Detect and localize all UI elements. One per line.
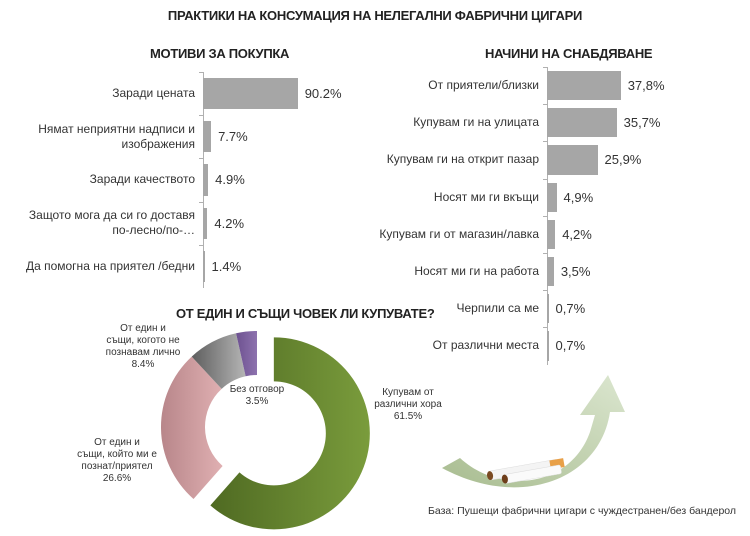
bar-value: 3,5%	[560, 264, 591, 280]
donut-segment	[160, 356, 223, 500]
axis-tick	[199, 158, 203, 160]
bar	[547, 145, 598, 175]
bar-label: Черпили са ме	[456, 301, 539, 316]
bar-row: Черпили са ме 0,7%	[380, 290, 750, 327]
label-pct: 61.5%	[393, 411, 423, 422]
bar	[547, 331, 549, 361]
label-line: познат/приятел	[81, 461, 153, 472]
donut-label-unknown: От един и същи, когото не познавам лично…	[98, 323, 188, 371]
bar-value: 37,8%	[627, 78, 665, 94]
bar-value: 0,7%	[555, 301, 586, 317]
label-line: От един и	[120, 323, 166, 334]
donut-segment	[191, 333, 246, 389]
left-chart-title: МОТИВИ ЗА ПОКУПКА	[150, 46, 290, 61]
axis-tick	[199, 72, 203, 73]
bar-value: 25,9%	[604, 152, 642, 168]
bar-row: От приятели/близки 37,8%	[380, 67, 750, 104]
bar-label: Носят ми ги вкъщи	[433, 189, 539, 204]
bar	[547, 182, 557, 212]
bar-label: От различни места	[432, 338, 539, 353]
donut-segment	[210, 337, 370, 530]
label-line: същи, който ми е	[77, 449, 157, 460]
donut-label-known: От един и същи, който ми е познат/прияте…	[72, 437, 162, 485]
bar-value: 4.9%	[215, 172, 245, 188]
axis-tick	[543, 67, 547, 68]
axis-tick	[543, 178, 547, 180]
right-bar-chart: От приятели/близки 37,8% Купувам ги на ули…	[379, 67, 750, 365]
bar	[203, 207, 208, 239]
donut-label-no-answer: Без отговор 3.5%	[222, 384, 292, 408]
bar	[547, 257, 554, 287]
right-chart-title: НАЧИНИ НА СНАБДЯВАНЕ	[485, 46, 653, 61]
bar-row: Защото мога да си го доставя по-лесно/по…	[0, 201, 380, 245]
bar-value: 4,2%	[562, 226, 592, 242]
bar	[203, 78, 298, 110]
donut-title: ОТ ЕДИН И СЪЩИ ЧОВЕК ЛИ КУПУВАТЕ?	[176, 306, 435, 321]
bar-value: 90.2%	[304, 86, 342, 102]
donut-label-different: Купувам от различни хора 61.5%	[368, 387, 448, 423]
bar	[547, 71, 621, 101]
right-axis	[547, 67, 548, 365]
label-line: същи, когото не	[106, 335, 180, 346]
axis-tick	[543, 141, 547, 143]
bar-row: Носят ми ги вкъщи 4,9%	[380, 178, 750, 216]
axis-tick	[543, 327, 547, 329]
left-bar-chart: Заради цената 90.2% Нямат неприятни надпис…	[0, 72, 380, 288]
bar-value: 1.4%	[211, 258, 242, 274]
bar-label: Да помогна на приятел /бедни	[25, 258, 195, 273]
axis-tick	[199, 244, 203, 246]
bar-row: Носят ми ги на работа 3,5%	[380, 253, 750, 290]
axis-tick	[543, 104, 547, 106]
bar-row: Заради качеството 4.9%	[0, 158, 380, 201]
bar-label: Купувам ги от магазин/лавка	[379, 226, 539, 241]
bar-value: 7.7%	[218, 129, 248, 145]
bar	[203, 164, 209, 196]
bar-label: Носят ми ги на работа	[414, 264, 539, 279]
bar-label: От приятели/близки	[428, 78, 539, 93]
bar	[547, 219, 556, 249]
axis-tick	[543, 215, 547, 217]
axis-tick	[199, 115, 203, 117]
bar-row: Нямат неприятни надписи и изображения 7.7…	[0, 115, 380, 158]
bar-row: От различни места 0,7%	[380, 327, 750, 364]
bar-label: Купувам ги на улицата	[413, 115, 539, 130]
bar-value: 4,9%	[563, 189, 594, 205]
bar	[547, 108, 617, 138]
bar-value: 35,7%	[623, 115, 661, 131]
label-line: различни хора	[374, 399, 442, 410]
bar-row: Купувам ги на улицата 35,7%	[380, 104, 750, 141]
bar-label: Нямат неприятни надписи и изображения	[38, 121, 195, 151]
label-pct: 26.6%	[102, 473, 132, 484]
axis-tick	[543, 290, 547, 292]
bar-label: Заради качеството	[89, 172, 195, 187]
cigarettes-icon	[487, 458, 565, 484]
axis-tick	[543, 253, 547, 254]
axis-tick	[199, 201, 203, 203]
donut-segment	[236, 331, 257, 377]
label-pct: 3.5%	[245, 396, 269, 407]
bar	[203, 250, 205, 282]
label-line: познавам лично	[105, 347, 181, 358]
bar	[203, 121, 212, 153]
bar-label: Заради цената	[112, 86, 195, 101]
footnote: База: Пушещи фабрични цигари с чуждестра…	[428, 505, 737, 517]
bar-row: Купувам ги от магазин/лавка 4,2%	[379, 215, 750, 253]
bar	[547, 294, 549, 324]
page-title: ПРАКТИКИ НА КОНСУМАЦИЯ НА НЕЛЕГАЛНИ ФАБР…	[167, 8, 583, 23]
label-line: Купувам от	[382, 387, 434, 398]
curved-arrow-icon	[442, 375, 625, 488]
bar-value: 4.2%	[214, 215, 245, 231]
bar-label: Купувам ги на открит пазар	[386, 152, 539, 167]
bar-label: Защото мога да си го доставя по-лесно/по…	[28, 208, 195, 238]
label-line: Без отговор	[229, 384, 285, 395]
bar-row: Да помогна на приятел /бедни 1.4%	[0, 244, 380, 288]
label-pct: 8.4%	[131, 359, 155, 370]
bar-row: Купувам ги на открит пазар 25,9%	[380, 141, 750, 178]
label-line: От един и	[94, 437, 140, 448]
bar-value: 0,7%	[555, 338, 586, 354]
bar-row: Заради цената 90.2%	[0, 72, 380, 115]
